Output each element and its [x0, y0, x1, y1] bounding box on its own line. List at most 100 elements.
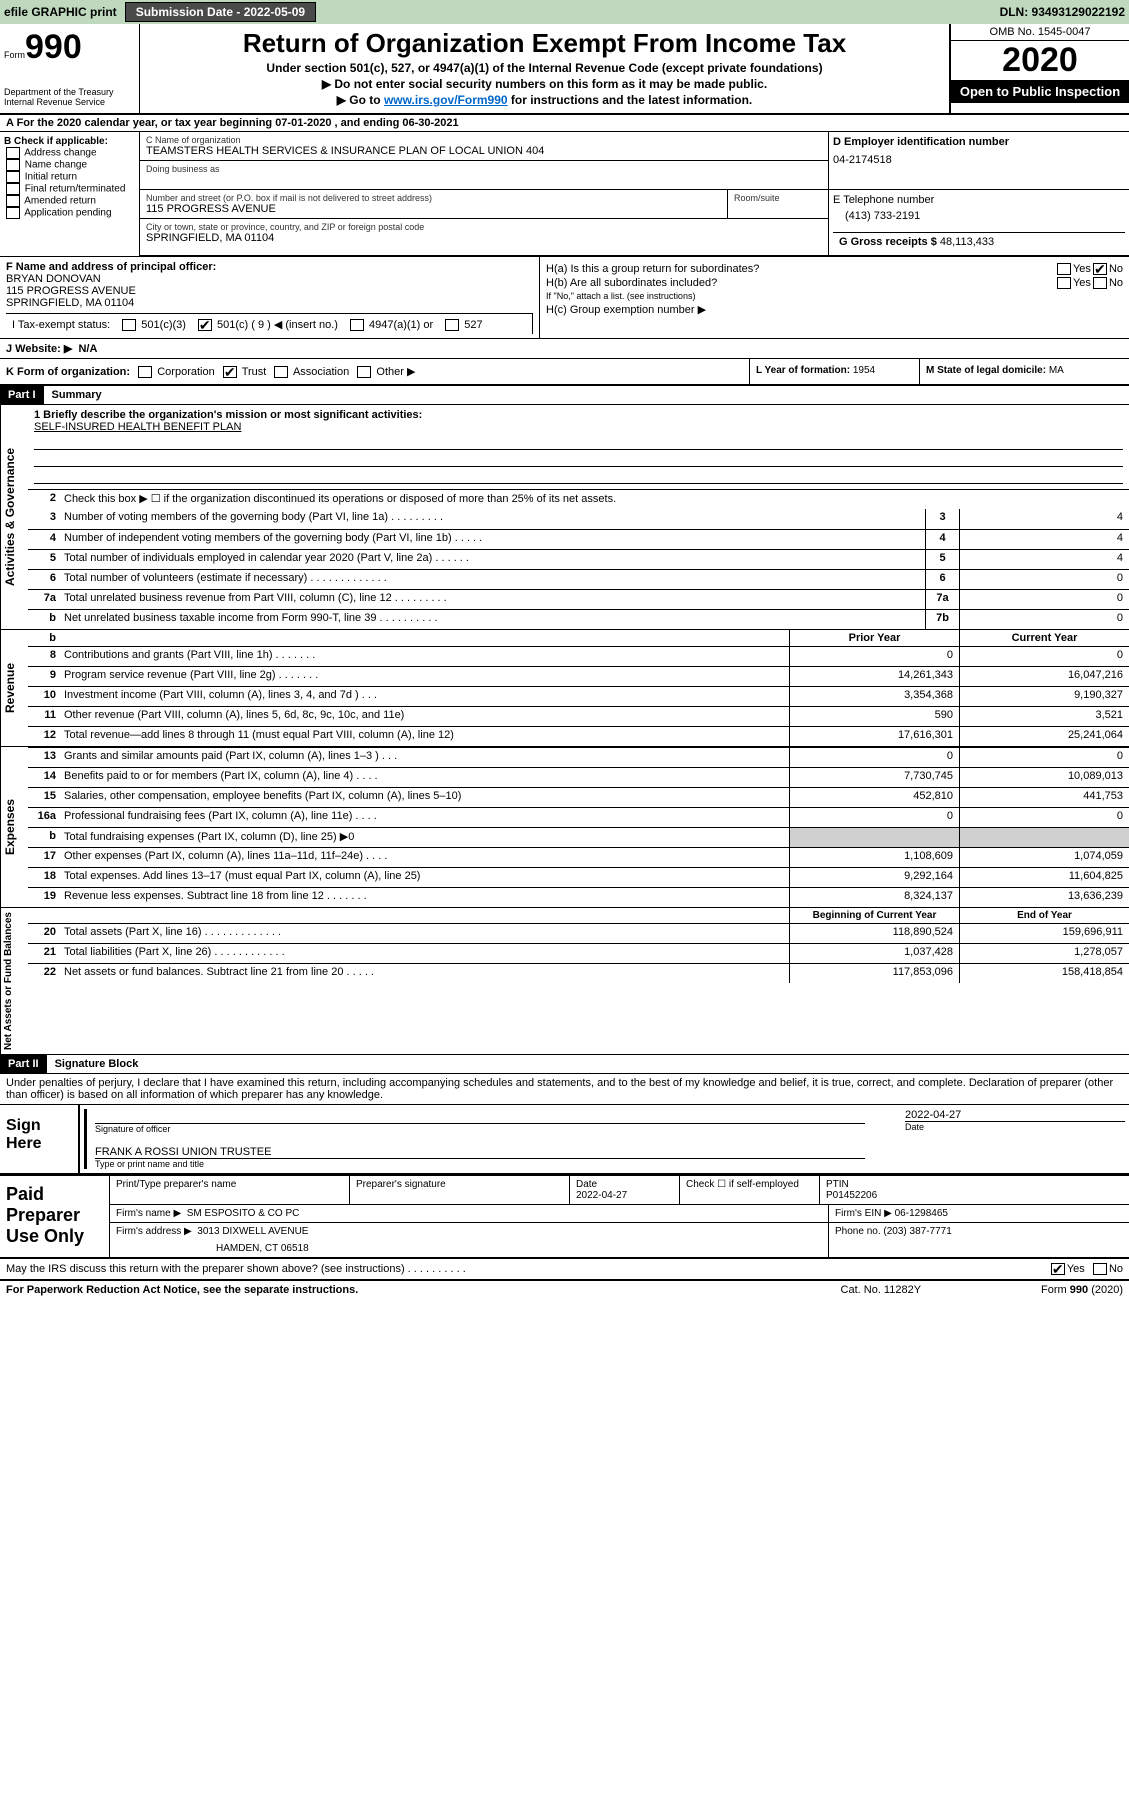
f-label: F Name and address of principal officer:: [6, 261, 533, 273]
section-b: B Check if applicable: Address change Na…: [0, 132, 140, 256]
firm-name: Firm's name ▶ SM ESPOSITO & CO PC: [110, 1205, 829, 1222]
g-value: 48,113,433: [940, 236, 994, 248]
print-name-label: Print/Type preparer's name: [110, 1176, 350, 1204]
cb-corp[interactable]: Corporation: [136, 366, 215, 378]
line-text: Total revenue—add lines 8 through 11 (mu…: [60, 727, 789, 746]
k-trust: Trust: [242, 366, 267, 378]
hb-yes[interactable]: Yes: [1055, 277, 1091, 289]
phone-value: (413) 733-2191: [845, 210, 1125, 222]
cb-final-return[interactable]: Final return/terminated: [4, 183, 135, 195]
part2-title: Signature Block: [47, 1055, 147, 1073]
ptin: PTINP01452206: [820, 1176, 1129, 1204]
line-text: Total assets (Part X, line 16) . . . . .…: [60, 924, 789, 943]
cb-amended[interactable]: Amended return: [4, 195, 135, 207]
gov-line: 3 Number of voting members of the govern…: [28, 509, 1129, 529]
hb-no[interactable]: No: [1091, 277, 1123, 289]
current-val: 9,190,327: [959, 687, 1129, 706]
cb-trust[interactable]: Trust: [221, 366, 267, 378]
form990-link[interactable]: www.irs.gov/Form990: [384, 93, 508, 107]
line-num: 7a: [28, 590, 60, 609]
line-text: Number of voting members of the governin…: [60, 509, 925, 529]
data-line: 11 Other revenue (Part VIII, column (A),…: [28, 706, 1129, 726]
line-text: Grants and similar amounts paid (Part IX…: [60, 748, 789, 767]
officer-sig-label: Signature of officer: [95, 1124, 865, 1134]
header-center: Return of Organization Exempt From Incom…: [140, 24, 949, 113]
org-name: TEAMSTERS HEALTH SERVICES & INSURANCE PL…: [146, 145, 822, 157]
self-employed[interactable]: Check ☐ if self-employed: [680, 1176, 820, 1204]
line-val: 4: [959, 530, 1129, 549]
data-line: 22 Net assets or fund balances. Subtract…: [28, 963, 1129, 983]
sign-section: Sign Here Signature of officer FRANK A R…: [0, 1105, 1129, 1174]
ha-no[interactable]: No: [1091, 263, 1123, 275]
section-g: G Gross receipts $ 48,113,433: [833, 232, 1125, 251]
cb-address-change[interactable]: Address change: [4, 147, 135, 159]
line-val: 0: [959, 570, 1129, 589]
firm-phone: Phone no. (203) 387-7771: [829, 1223, 1129, 1257]
omb-number: OMB No. 1545-0047: [951, 24, 1129, 41]
cb-name-change[interactable]: Name change: [4, 159, 135, 171]
discuss-no[interactable]: No: [1091, 1263, 1123, 1275]
city-label: City or town, state or province, country…: [146, 222, 822, 232]
address-left: Number and street (or P.O. box if mail i…: [140, 190, 829, 255]
side-net: Net Assets or Fund Balances: [0, 908, 28, 1054]
net-assets-section: Net Assets or Fund Balances Beginning of…: [0, 908, 1129, 1055]
sub3-post: for instructions and the latest informat…: [508, 93, 753, 107]
section-e-g: E Telephone number (413) 733-2191 G Gros…: [829, 190, 1129, 255]
header-sub2: ▶ Do not enter social security numbers o…: [148, 77, 941, 91]
cb-assoc[interactable]: Association: [272, 366, 349, 378]
line-text: Net assets or fund balances. Subtract li…: [60, 964, 789, 983]
current-val: 0: [959, 647, 1129, 666]
cb-501c3[interactable]: 501(c)(3): [120, 319, 186, 331]
line-box: 4: [925, 530, 959, 549]
current-year-header: Current Year: [959, 630, 1129, 646]
ha-yes[interactable]: Yes: [1055, 263, 1091, 275]
header-left: Form990 Department of the Treasury Inter…: [0, 24, 140, 113]
paid-title: Paid Preparer Use Only: [0, 1176, 110, 1257]
cb-other[interactable]: Other ▶: [355, 366, 415, 378]
cb-4947[interactable]: 4947(a)(1) or: [348, 319, 433, 331]
part1-title: Summary: [44, 386, 110, 404]
k-other: Other ▶: [376, 366, 415, 378]
current-val: 1,074,059: [959, 848, 1129, 867]
current-val: 3,521: [959, 707, 1129, 726]
header-sub3: ▶ Go to www.irs.gov/Form990 for instruct…: [148, 93, 941, 107]
line-num: 19: [28, 888, 60, 907]
c-d-row: C Name of organization TEAMSTERS HEALTH …: [140, 132, 1129, 190]
discuss-yes[interactable]: Yes: [1049, 1263, 1085, 1275]
officer-city: SPRINGFIELD, MA 01104: [6, 297, 533, 309]
cb-pending[interactable]: Application pending: [4, 207, 135, 219]
form-word: Form: [4, 50, 25, 60]
firm-address: Firm's address ▶ 3013 DIXWELL AVENUEHAMD…: [110, 1223, 829, 1257]
cb-initial-return[interactable]: Initial return: [4, 171, 135, 183]
prior-val: 1,108,609: [789, 848, 959, 867]
street-value: 115 PROGRESS AVENUE: [146, 203, 721, 215]
prior-val: 0: [789, 808, 959, 827]
section-h: H(a) Is this a group return for subordin…: [540, 257, 1129, 338]
dba-label: Doing business as: [146, 164, 822, 174]
line-text: Program service revenue (Part VIII, line…: [60, 667, 789, 686]
yes-text2: Yes: [1073, 277, 1091, 289]
cb-527[interactable]: 527: [443, 319, 482, 331]
k-corp: Corporation: [157, 366, 214, 378]
g-label: G Gross receipts $: [839, 236, 937, 248]
perjury-text: Under penalties of perjury, I declare th…: [0, 1074, 1129, 1105]
cb-501c[interactable]: 501(c) ( 9 ) ◀ (insert no.): [196, 318, 338, 331]
col-cde: C Name of organization TEAMSTERS HEALTH …: [140, 132, 1129, 256]
submission-date-button[interactable]: Submission Date - 2022-05-09: [125, 2, 316, 22]
klm-row: K Form of organization: Corporation Trus…: [0, 359, 1129, 386]
website-value: N/A: [78, 343, 97, 355]
line-2-num: 2: [28, 490, 60, 509]
current-val: [959, 828, 1129, 847]
footer-right: Form 990 (2020): [1041, 1284, 1123, 1296]
yes-text: Yes: [1073, 263, 1091, 275]
prior-val: 8,324,137: [789, 888, 959, 907]
f-h-row: F Name and address of principal officer:…: [0, 257, 1129, 339]
no-text2: No: [1109, 277, 1123, 289]
form-header: Form990 Department of the Treasury Inter…: [0, 24, 1129, 115]
suite-label: Room/suite: [734, 193, 822, 203]
side-revenue: Revenue: [0, 630, 28, 746]
data-line: 17 Other expenses (Part IX, column (A), …: [28, 847, 1129, 867]
line-num: 13: [28, 748, 60, 767]
part1-badge: Part I: [0, 386, 44, 404]
prior-year-header: Prior Year: [789, 630, 959, 646]
